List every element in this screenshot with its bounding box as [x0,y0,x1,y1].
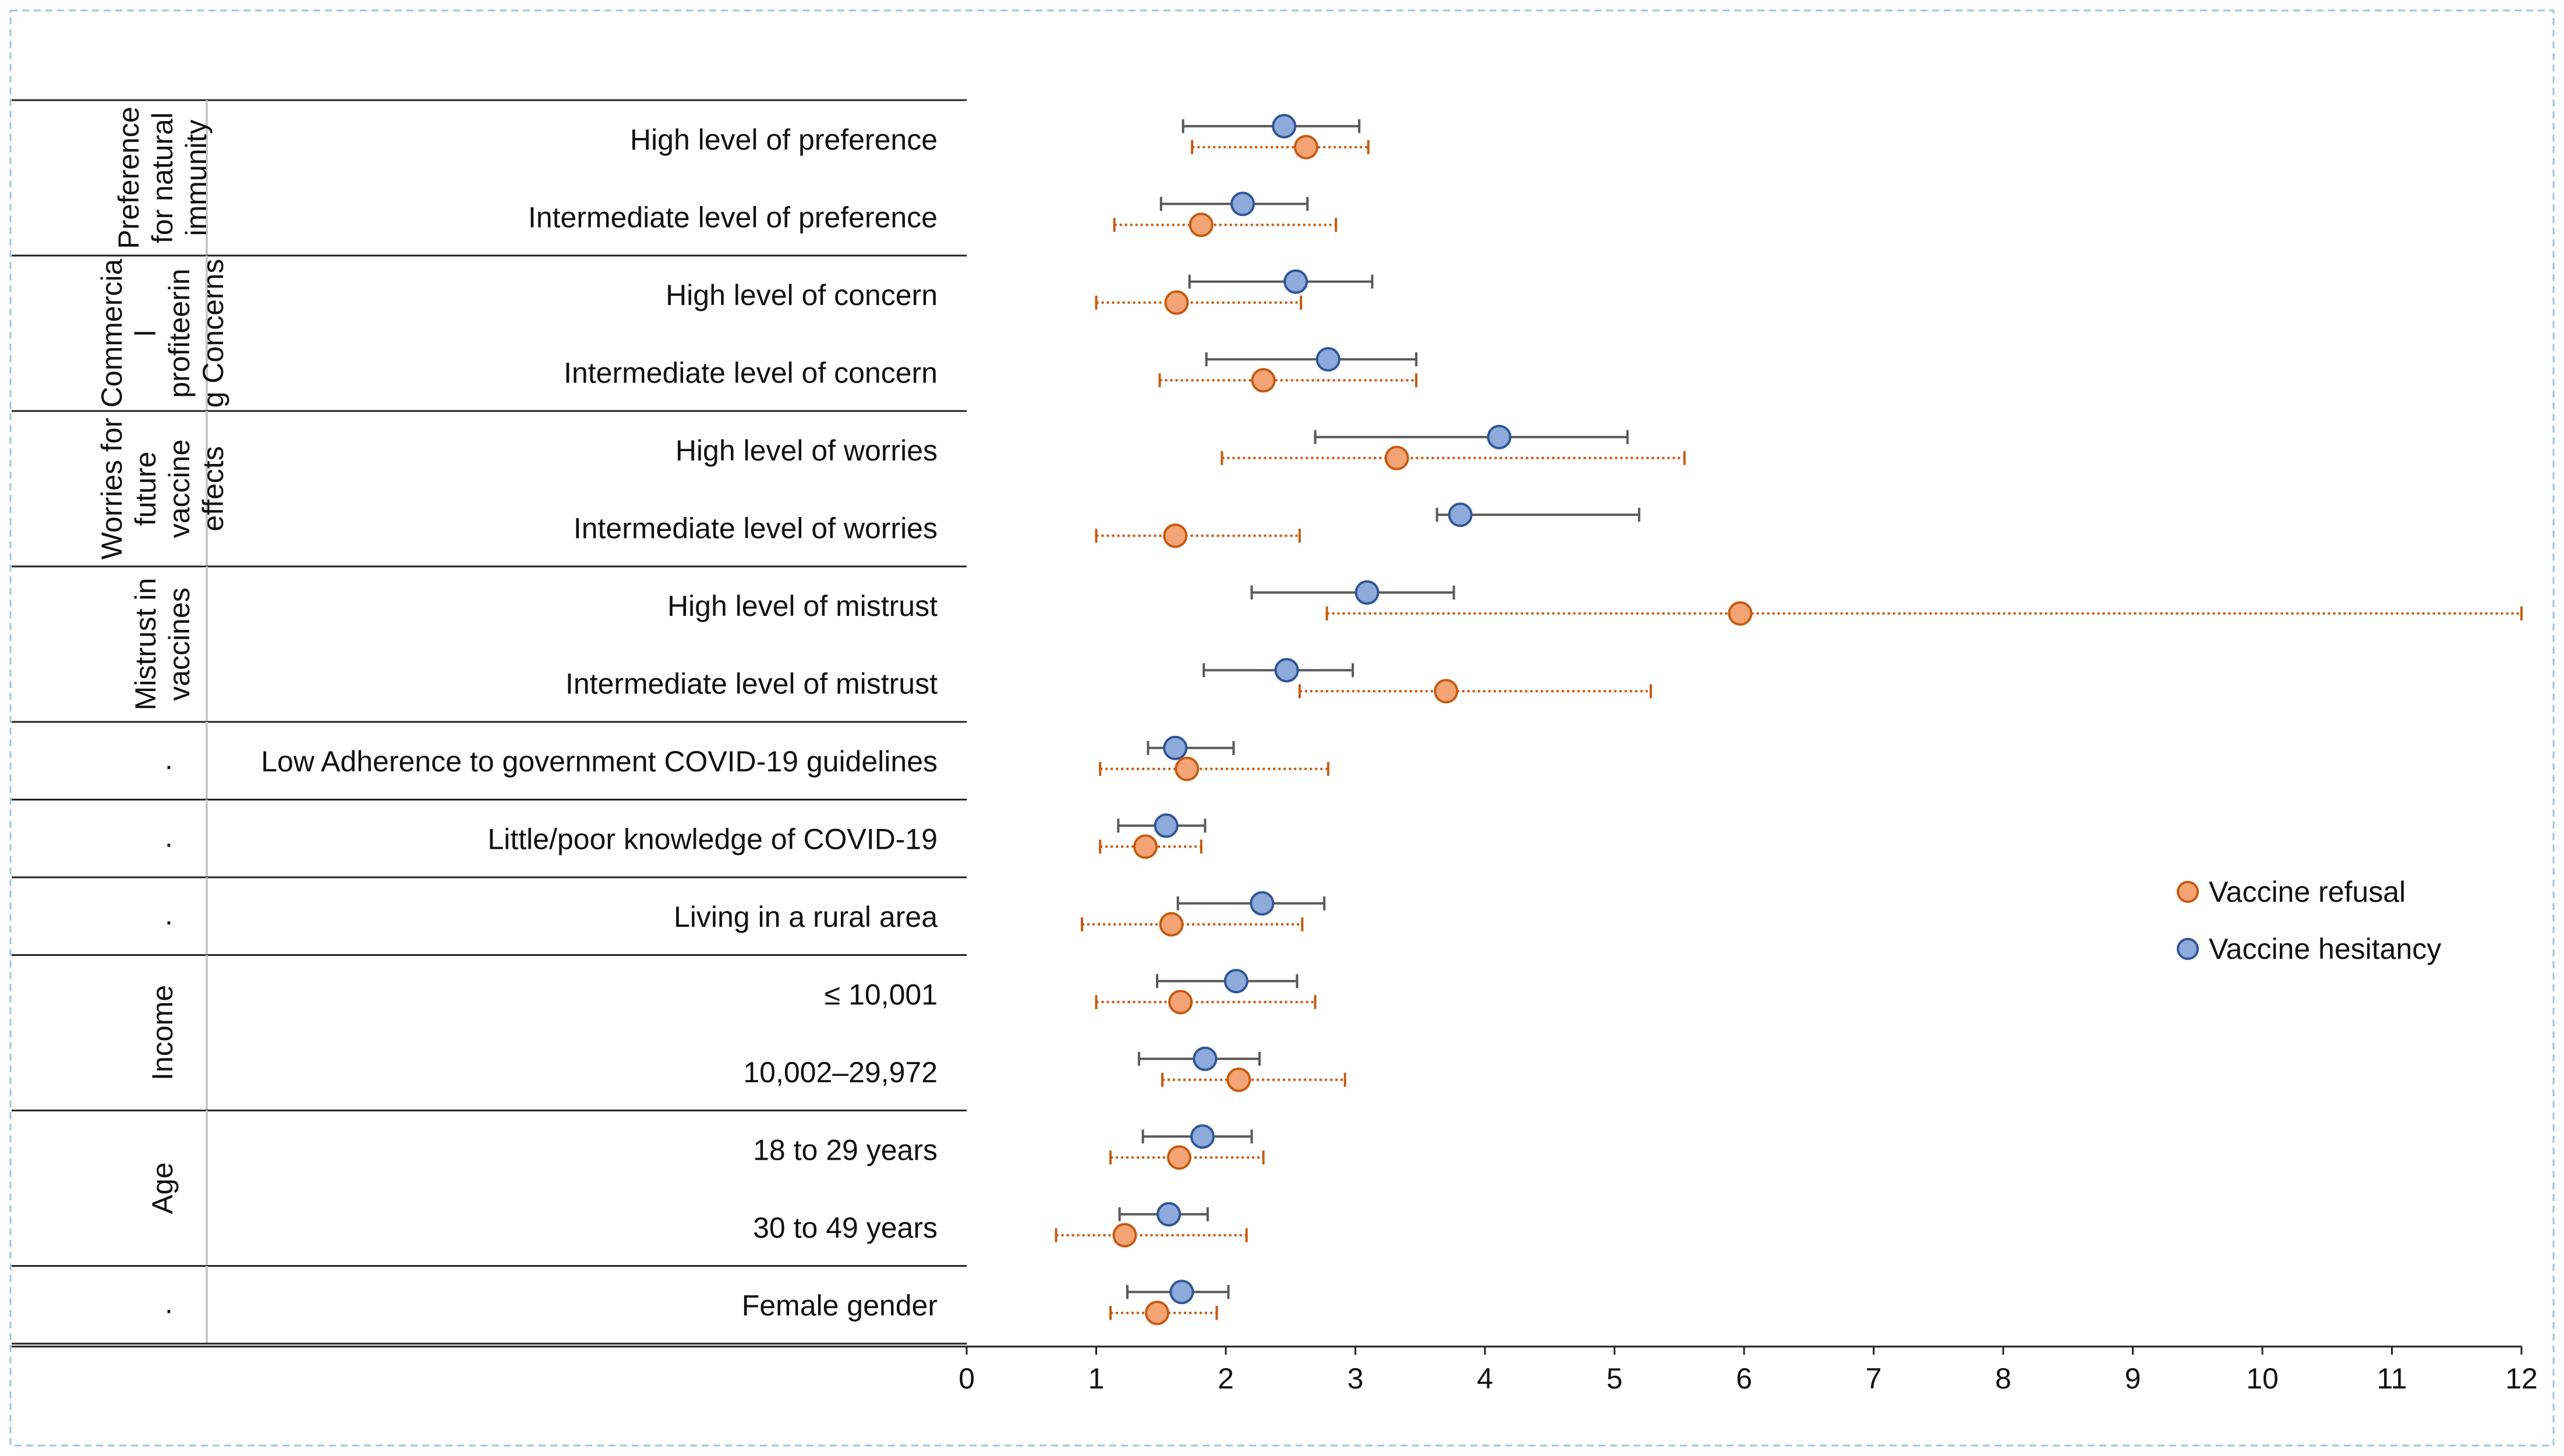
group-label-line: effects [197,446,229,531]
refusal-point [1164,290,1189,315]
row-label: Living in a rural area [674,901,938,933]
refusal-point [1133,834,1158,859]
refusal-point [1175,756,1200,781]
group-label-line: Worries for [96,418,128,560]
refusal-point [1226,1067,1251,1092]
row-label: Low Adherence to government COVID-19 gui… [261,745,938,778]
x-tick-label: 7 [1866,1362,1882,1395]
group-label-dot: . [165,743,173,775]
hesitancy-point [1272,114,1297,139]
x-tick-label: 2 [1218,1362,1234,1395]
refusal-point [1168,990,1193,1015]
group-label-dot: . [165,898,173,931]
refusal-point [1434,679,1459,704]
row-label: High level of worries [676,434,938,467]
group-label-line: vaccines [163,587,196,701]
row-label: 10,002–29,972 [743,1056,938,1089]
refusal-point [1112,1223,1137,1248]
hesitancy-point [1487,424,1512,449]
group-label: Age [146,1163,179,1214]
hesitancy-point [1193,1046,1218,1071]
hesitancy-point [1448,502,1473,527]
refusal-point [1166,1145,1191,1170]
hesitancy-point [1283,269,1308,294]
row-label: Intermediate level of preference [528,201,938,233]
refusal-point [1189,212,1214,238]
refusal-point [1251,368,1276,393]
row-label: ≤ 10,001 [825,978,938,1011]
label-table: Preferencefor naturalimmunity High level … [12,99,967,1345]
hesitancy-legend-marker [2177,938,2199,960]
refusal-point [1728,601,1753,626]
refusal-legend-marker [2177,881,2199,903]
x-tick-label: 1 [1088,1362,1105,1395]
row-label: High level of mistrust [667,590,938,622]
group-label-line: future [129,452,162,526]
group-label-line: vaccine [163,440,196,539]
x-tick-label: 11 [2377,1362,2407,1395]
x-tick-label: 12 [2505,1362,2538,1395]
x-axis: 0 1 2 3 4 5 6 7 8 9 10 11 12 [12,1345,2538,1395]
hesitancy-legend-label: Vaccine hesitancy [2209,933,2441,965]
group-label-line: for natural [146,112,179,243]
x-tick-label: 4 [1477,1362,1493,1395]
refusal-point [1384,445,1409,470]
row-label: 30 to 49 years [753,1211,938,1244]
group-label-line: g Concerns [197,259,229,408]
row-label: Intermediate level of mistrust [565,667,938,700]
hesitancy-point [1190,1124,1215,1149]
row-label: High level of preference [630,123,938,156]
group-label: Worries forfuturevaccineeffects [96,418,229,560]
group-label-line: Commercia [96,259,128,408]
group-label-line: profiteerin [163,268,196,398]
plot-area [1055,114,2523,1326]
group-label-line: immunity [180,119,213,236]
x-tick-label: 8 [1995,1362,2011,1395]
row-label: Intermediate level of concern [564,356,938,389]
hesitancy-point [1163,735,1188,760]
refusal-legend-label: Vaccine refusal [2209,876,2406,908]
x-tick-label: 3 [1348,1362,1364,1395]
row-label: 18 to 29 years [753,1133,938,1166]
refusal-point [1163,523,1188,548]
x-tick-label: 9 [2125,1362,2141,1395]
group-label-dot: . [165,1287,173,1319]
hesitancy-point [1315,347,1341,372]
group-label: Commercialprofiteering Concerns [96,259,229,408]
hesitancy-point [1230,192,1255,217]
group-label: Preferencefor naturalimmunity [112,107,213,249]
hesitancy-point [1223,969,1249,994]
row-label: High level of concern [666,279,938,311]
legend: Vaccine refusal Vaccine hesitancy [2177,876,2441,965]
row-label: Little/poor knowledge of COVID-19 [487,823,938,855]
group-label-line: Mistrust in [129,578,162,711]
row-label: Intermediate level of worries [574,512,938,544]
hesitancy-point [1355,580,1380,605]
group-label-line: Income [146,985,179,1081]
x-tick-label: 5 [1607,1362,1623,1395]
hesitancy-point [1157,1202,1182,1227]
row-label: Female gender [742,1289,938,1322]
group-label-line: l [129,330,162,336]
refusal-point [1145,1301,1170,1326]
group-label-line: Preference [112,107,145,249]
x-tick-label: 0 [959,1362,975,1395]
group-label-line: Age [146,1163,179,1214]
group-label: Mistrust invaccines [129,578,196,711]
hesitancy-point [1250,891,1275,916]
refusal-point [1293,134,1318,160]
group-label-dot: . [165,820,173,853]
x-tick-label: 10 [2246,1362,2279,1395]
hesitancy-point [1274,658,1299,683]
hesitancy-point [1169,1280,1194,1305]
group-label: Income [146,985,179,1081]
x-tick-label: 6 [1736,1362,1752,1395]
figure-frame [9,9,2555,1447]
refusal-point [1159,912,1184,937]
hesitancy-point [1154,813,1179,838]
